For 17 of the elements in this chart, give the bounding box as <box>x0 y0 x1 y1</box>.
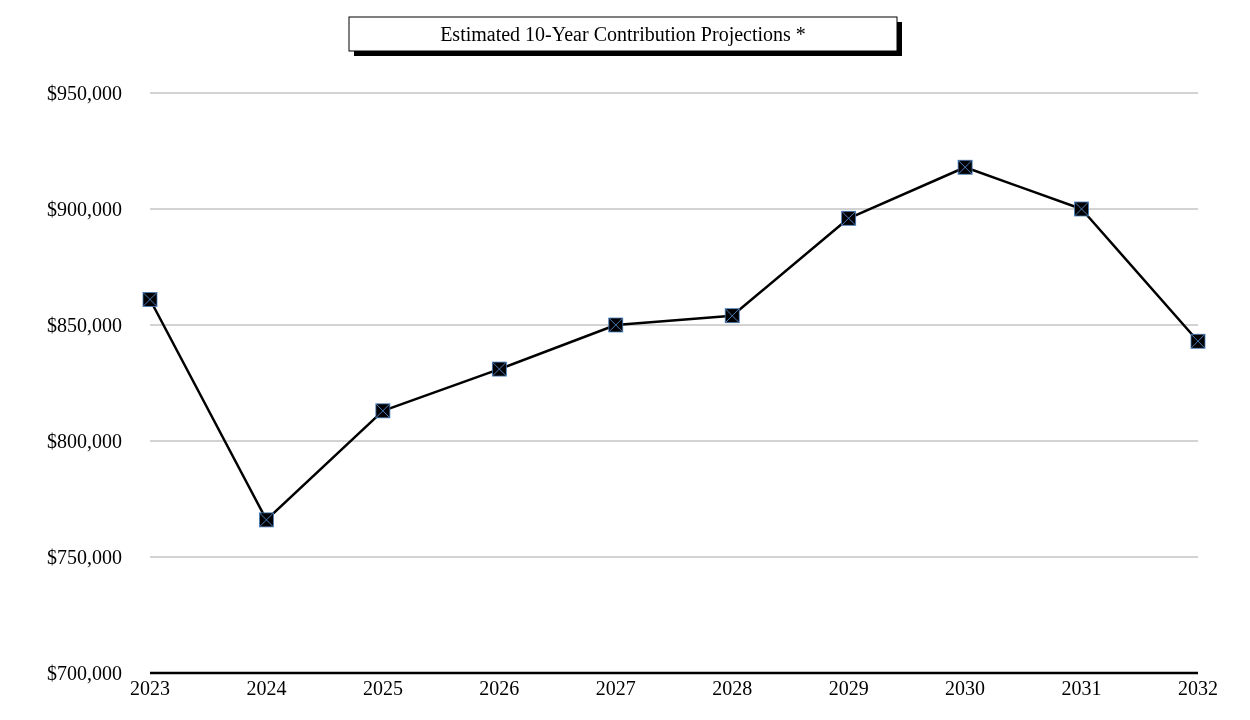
x-tick-label: 2025 <box>362 677 403 699</box>
chart-title: Estimated 10-Year Contribution Projections * <box>440 23 806 46</box>
x-tick-label: 2032 <box>1178 677 1218 699</box>
x-tick-label: 2026 <box>479 677 520 699</box>
x-tick-label: 2028 <box>712 677 753 699</box>
y-tick-label: $700,000 <box>47 662 122 684</box>
x-tick-label: 2027 <box>595 677 636 699</box>
y-tick-label: $750,000 <box>47 546 122 568</box>
x-tick-label: 2030 <box>945 677 986 699</box>
y-tick-label: $800,000 <box>47 430 122 452</box>
x-tick-label: 2031 <box>1061 677 1102 699</box>
x-tick-label: 2024 <box>246 677 287 699</box>
x-tick-label: 2023 <box>130 677 170 699</box>
x-tick-label: 2029 <box>828 677 869 699</box>
y-tick-label: $950,000 <box>47 82 122 104</box>
y-tick-label: $850,000 <box>47 314 122 336</box>
y-tick-label: $900,000 <box>47 198 122 220</box>
